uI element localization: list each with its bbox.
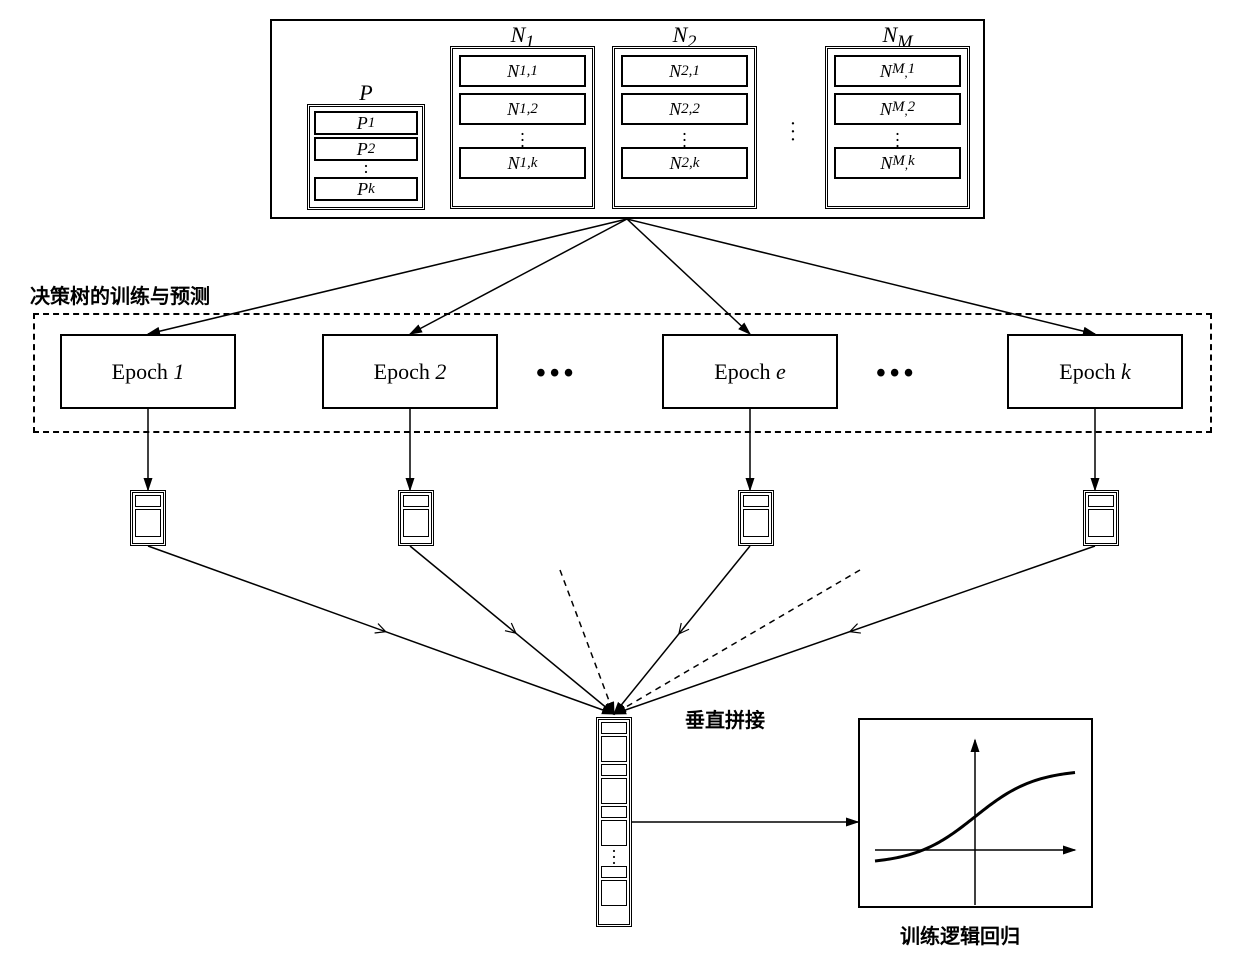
epoch-ellipsis: ••• (536, 358, 577, 390)
p-title: P (307, 80, 425, 106)
lr-label: 训练逻辑回归 (900, 920, 1020, 949)
section-label: 决策树的训练与预测 (30, 280, 210, 309)
p-row: P1 (314, 111, 418, 135)
mini-output (398, 490, 434, 546)
epoch-ellipsis: ••• (876, 358, 917, 390)
n-row: N2,1 (621, 55, 748, 87)
n-ellipsis: ··· (783, 120, 803, 144)
n-box: N1,1N1,2···N1,k (450, 46, 595, 209)
mini-output (1083, 490, 1119, 546)
concat-label: 垂直拼接 (685, 704, 765, 733)
mini-output (738, 490, 774, 546)
mini-output (130, 490, 166, 546)
p-row: Pk (314, 177, 418, 201)
stack: ··· (596, 717, 632, 927)
n-box: NM,1NM,2···NM,k (825, 46, 970, 209)
epoch-box: Epoch 2 (322, 334, 498, 409)
epoch-box: Epoch 1 (60, 334, 236, 409)
n-row: N1,1 (459, 55, 586, 87)
n-box: N2,1N2,2···N2,k (612, 46, 757, 209)
logistic-regression-plot (858, 718, 1093, 908)
epoch-box: Epoch k (1007, 334, 1183, 409)
n-row: N1,2 (459, 93, 586, 125)
epoch-box: Epoch e (662, 334, 838, 409)
n-row: N2,2 (621, 93, 748, 125)
p-box: P1P2···Pk (307, 104, 425, 210)
n-row: NM,1 (834, 55, 961, 87)
n-row: NM,2 (834, 93, 961, 125)
